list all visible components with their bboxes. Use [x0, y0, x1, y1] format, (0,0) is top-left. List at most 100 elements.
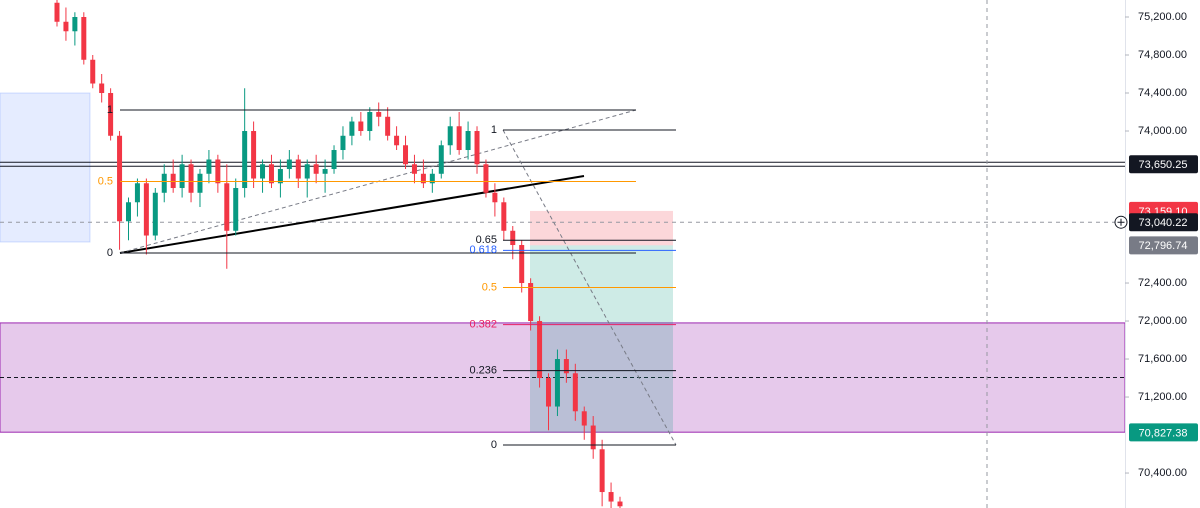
candle-body	[420, 173, 426, 184]
candle-body	[331, 150, 337, 170]
candle-body	[295, 159, 301, 179]
candle-body	[90, 59, 96, 84]
fib-label: 0.5	[98, 175, 113, 187]
fib-label: 0.5	[482, 281, 497, 293]
trendline	[119, 175, 585, 254]
price-tag	[1129, 423, 1198, 442]
price-tag	[1129, 155, 1198, 174]
candle-body	[251, 131, 257, 179]
fib-label: 1	[491, 124, 497, 136]
candle-body	[617, 501, 623, 507]
candle-body	[519, 245, 525, 284]
fib-label: 0.382	[469, 319, 497, 331]
price-tag-label: 70,827.38	[1139, 427, 1188, 439]
candle-body	[394, 135, 400, 146]
crosshair-plus	[1117, 218, 1125, 226]
candle-body	[81, 17, 87, 60]
candle-body	[590, 425, 596, 450]
price-tag	[1129, 213, 1198, 232]
target-box	[530, 245, 673, 433]
fib-label: 0.618	[469, 244, 497, 256]
y-tick-label: 71,600.00	[1138, 353, 1187, 365]
price-tag-label: 72,796.74	[1139, 240, 1188, 252]
candle-body	[161, 173, 167, 193]
price-tag-label: 73,650.25	[1139, 159, 1188, 171]
candle-body	[403, 145, 409, 165]
y-tick-label: 71,200.00	[1138, 391, 1187, 403]
candle-body	[411, 164, 417, 174]
stop-box	[530, 210, 673, 246]
candle-body	[179, 164, 185, 189]
candle-body	[143, 183, 149, 236]
candle-body	[117, 135, 123, 222]
candle-body	[125, 202, 131, 222]
candle-body	[313, 164, 319, 174]
candles	[54, 0, 623, 508]
candle-body	[385, 116, 391, 136]
price-axis-labels: 75,200.00 74,800.00 74,400.00 74,000.00 72,4…	[1114, 0, 1198, 508]
candle-body	[474, 131, 480, 165]
candle-body	[572, 373, 578, 412]
candle-body	[170, 173, 176, 189]
price-tag	[1129, 236, 1198, 255]
candle-body	[349, 121, 355, 136]
candle-body	[224, 183, 230, 231]
candle-body	[608, 492, 614, 502]
candle-body	[152, 192, 158, 236]
candle-body	[456, 126, 462, 151]
candle-body	[563, 359, 569, 374]
candle-body	[63, 21, 69, 32]
candle-body	[197, 173, 203, 193]
fib-label: 1	[107, 104, 113, 116]
y-tick-label: 74,400.00	[1138, 87, 1187, 99]
fib-label: 0	[107, 247, 113, 259]
candle-body	[438, 145, 444, 174]
candle-body	[233, 188, 239, 231]
candle-body	[54, 2, 60, 22]
fib-diagonal	[502, 129, 677, 446]
candle-body	[501, 202, 507, 231]
candle-body	[447, 126, 453, 146]
candle-body	[483, 164, 489, 193]
candle-body	[358, 121, 364, 132]
y-tick-label: 74,800.00	[1138, 49, 1187, 61]
candle-body	[546, 378, 552, 407]
candle-body	[188, 164, 194, 193]
candle-body	[206, 159, 212, 174]
price-tag-label: 73,040.22	[1139, 217, 1188, 229]
candle-body	[465, 131, 471, 151]
candle-body	[268, 164, 274, 184]
candle-body	[260, 164, 266, 179]
candle-body	[537, 321, 543, 379]
candle-body	[72, 17, 78, 32]
candle-body	[277, 169, 283, 184]
fib-label: 0.236	[469, 365, 497, 377]
candle-body	[242, 131, 248, 189]
overlay: 0 0.5 1 1 0.650.618 0.5 0.382 0.236 0	[98, 104, 676, 451]
candle-body	[528, 283, 534, 322]
candle-body	[554, 359, 560, 407]
y-tick-label: 72,400.00	[1138, 277, 1187, 289]
candle-body	[599, 449, 605, 493]
candle-body	[367, 112, 373, 132]
supply-zone	[0, 92, 91, 243]
candle-body	[581, 411, 587, 426]
candle-body	[510, 230, 516, 246]
fib-label: 0	[491, 439, 497, 451]
candle-body	[429, 173, 435, 184]
candle-body	[376, 112, 382, 117]
y-tick-label: 74,000.00	[1138, 125, 1187, 137]
candle-body	[492, 192, 498, 203]
candle-body	[99, 83, 105, 94]
y-tick-label: 72,000.00	[1138, 315, 1187, 327]
candle-body	[322, 169, 328, 174]
candle-body	[286, 159, 292, 170]
y-tick-label: 75,200.00	[1138, 11, 1187, 23]
candle-body	[215, 159, 221, 184]
fib-label: 0.65	[476, 234, 497, 246]
candle-body	[304, 164, 310, 179]
y-tick-label: 70,400.00	[1138, 467, 1187, 479]
candle-body	[108, 93, 114, 136]
